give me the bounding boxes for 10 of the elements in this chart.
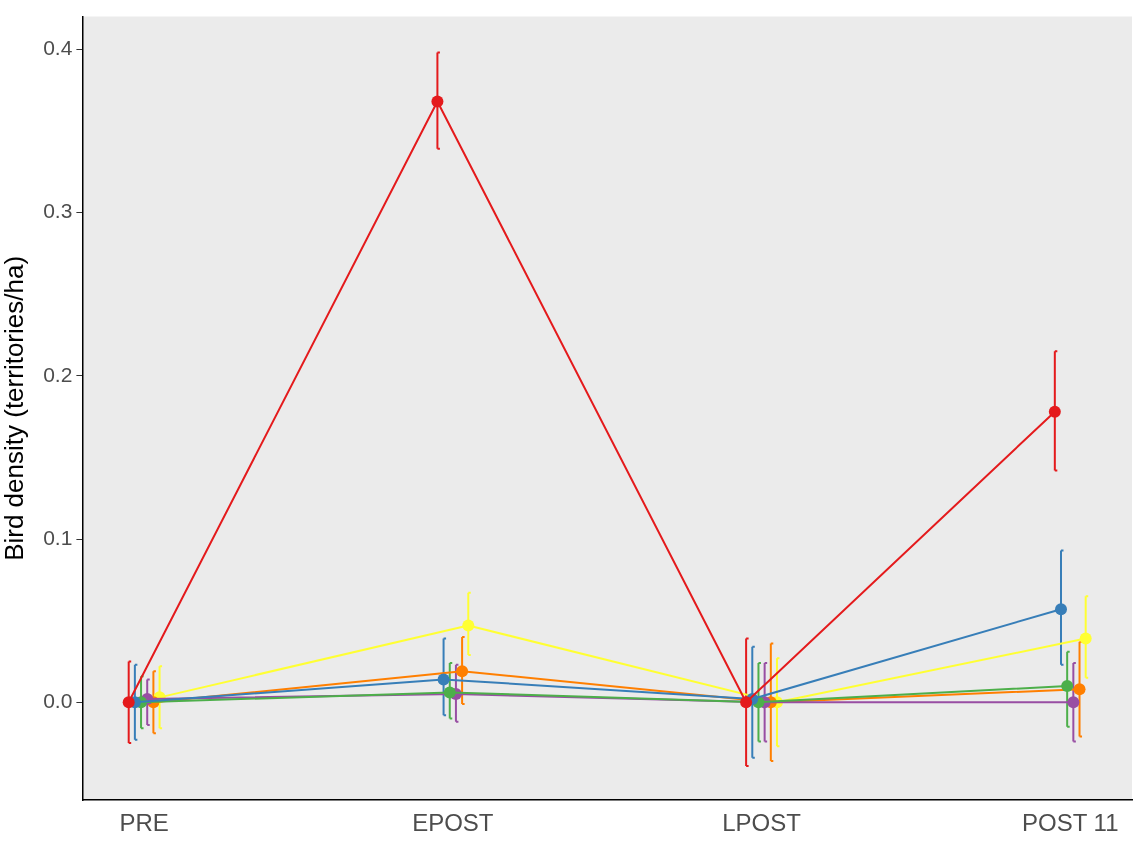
y-tick-label: 0.0 <box>43 689 73 713</box>
y-tick-label: 0.2 <box>43 362 73 386</box>
y-tick-label: 0.1 <box>43 525 73 549</box>
x-tick-label: PRE <box>119 809 169 837</box>
y-tick-label: 0.3 <box>43 199 73 223</box>
x-tick-label: LPOST <box>722 809 802 837</box>
y-tick-label: 0.4 <box>43 36 73 60</box>
x-tick-label: POST 11 <box>1022 809 1119 837</box>
x-tick-label: EPOST <box>412 809 494 837</box>
y-axis-title: Bird density (territories/ha) <box>0 255 29 561</box>
